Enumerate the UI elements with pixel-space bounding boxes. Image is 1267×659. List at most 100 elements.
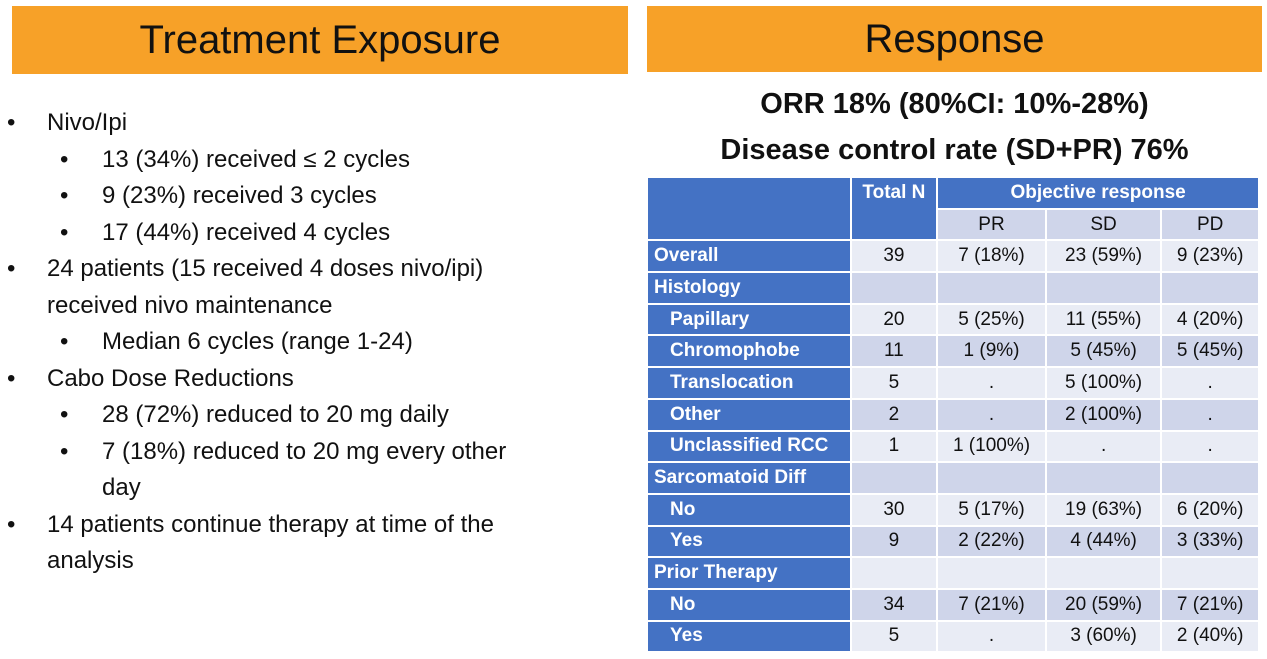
row-label: No bbox=[646, 492, 852, 527]
bullet-icon: • bbox=[60, 145, 69, 173]
table-row: Unclassified RCC 1 1 (100%).. bbox=[646, 429, 1260, 464]
table-cell: 7 (18%) bbox=[936, 239, 1047, 274]
corner-cell bbox=[646, 175, 852, 242]
table-cell bbox=[1044, 461, 1163, 495]
bullet-text: Median 6 cycles (range 1-24) bbox=[102, 328, 413, 355]
table-cell: 39 bbox=[849, 239, 939, 274]
table-cell: . bbox=[936, 619, 1047, 654]
table-cell: 11 (55%) bbox=[1044, 302, 1163, 337]
response-table: Total N Objective response PR SD PD Over… bbox=[646, 175, 1260, 654]
table-cell: . bbox=[1160, 397, 1260, 432]
table-cell: 5 (17%) bbox=[936, 492, 1047, 527]
bullet-text: Cabo Dose Reductions bbox=[47, 364, 294, 392]
table-cell: 20 (59%) bbox=[1044, 587, 1163, 622]
table-cell bbox=[936, 461, 1047, 495]
table-cell bbox=[1044, 271, 1163, 305]
dcr-text: Disease control rate (SD+PR) 76% bbox=[720, 134, 1189, 166]
table-cell: 2 bbox=[849, 397, 939, 432]
response-header: Response bbox=[647, 6, 1262, 72]
bullet-text: 7 (18%) reduced to 20 mg every other bbox=[102, 437, 507, 465]
row-label: Overall bbox=[646, 239, 852, 274]
table-cell: 1 (9%) bbox=[936, 334, 1047, 369]
bullet-item: • 7 (18%) reduced to 20 mg every other day bbox=[60, 434, 507, 507]
table-cell: 7 (21%) bbox=[1160, 587, 1260, 622]
table-row: Overall 39 7 (18%) 23 (59%) 9 (23%) bbox=[646, 239, 1260, 274]
bullet-text: 13 (34%) received ≤ 2 cycles bbox=[102, 145, 410, 173]
table-row: Prior Therapy bbox=[646, 556, 1260, 590]
bullet-item: • Median 6 cycles (range 1-24) bbox=[60, 324, 413, 361]
bullet-text: Nivo/Ipi bbox=[47, 109, 128, 136]
table-cell: . bbox=[936, 397, 1047, 432]
table-row: Chromophobe 11 1 (9%) 5 (45%) 5 (45%) bbox=[646, 334, 1260, 369]
table-row: Translocation 5. 5 (100%). bbox=[646, 366, 1260, 400]
bullet-item: • 24 patients (15 received 4 doses nivo/i… bbox=[7, 251, 484, 324]
row-label: Yes bbox=[646, 619, 852, 654]
table-cell bbox=[936, 556, 1047, 590]
pr-header: PR bbox=[936, 207, 1047, 242]
table-cell: 3 (33%) bbox=[1160, 524, 1260, 559]
bullet-item: • 13 (34%) received ≤ 2 cycles bbox=[60, 142, 410, 179]
table-cell: 19 (63%) bbox=[1044, 492, 1163, 527]
table-cell: 5 (25%) bbox=[936, 302, 1047, 337]
table-cell: 5 bbox=[849, 619, 939, 654]
table-cell bbox=[1160, 556, 1260, 590]
treatment-exposure-header: Treatment Exposure bbox=[12, 6, 628, 74]
table-cell: 2 (100%) bbox=[1044, 397, 1163, 432]
table-cell: 1 (100%) bbox=[936, 429, 1047, 464]
table-cell: 5 (45%) bbox=[1044, 334, 1163, 369]
bullet-item: • Nivo/Ipi bbox=[7, 105, 128, 142]
row-label: Other bbox=[646, 397, 852, 432]
table-cell: 20 bbox=[849, 302, 939, 337]
table-cell: 6 (20%) bbox=[1160, 492, 1260, 527]
bullet-icon: • bbox=[7, 255, 16, 282]
table-cell: 34 bbox=[849, 587, 939, 622]
row-label: Sarcomatoid Diff bbox=[646, 461, 852, 495]
row-label: Yes bbox=[646, 524, 852, 559]
table-cell bbox=[936, 271, 1047, 305]
bullet-text-continued: received nivo maintenance bbox=[47, 291, 333, 319]
bullet-icon: • bbox=[7, 510, 16, 538]
bullet-text: 24 patients (15 received 4 doses nivo/ip… bbox=[47, 255, 484, 282]
bullet-icon: • bbox=[7, 109, 16, 136]
pd-header: PD bbox=[1160, 207, 1260, 242]
objective-response-header: Objective response bbox=[936, 176, 1260, 210]
table-cell bbox=[1160, 271, 1260, 305]
bullet-icon: • bbox=[60, 182, 69, 209]
table-cell: 9 bbox=[849, 524, 939, 559]
table-cell: . bbox=[936, 366, 1047, 400]
row-label: Translocation bbox=[646, 366, 852, 400]
table-row: Papillary 20 5 (25%) 11 (55%) 4 (20%) bbox=[646, 302, 1260, 337]
bullet-icon: • bbox=[60, 328, 69, 355]
table-cell bbox=[849, 461, 939, 495]
bullet-icon: • bbox=[60, 437, 69, 465]
table-cell: . bbox=[1044, 429, 1163, 464]
table-row: Histology bbox=[646, 271, 1260, 305]
bullet-text: 14 patients continue therapy at time of … bbox=[47, 510, 494, 538]
table-cell bbox=[1160, 461, 1260, 495]
table-row: Yes 9 2 (22%) 4 (44%) 3 (33%) bbox=[646, 524, 1260, 559]
table-cell: 1 bbox=[849, 429, 939, 464]
row-label: No bbox=[646, 587, 852, 622]
bullet-icon: • bbox=[60, 218, 69, 246]
bullet-text-continued: day bbox=[102, 474, 141, 501]
row-label: Papillary bbox=[646, 302, 852, 337]
bullet-icon: • bbox=[60, 401, 69, 428]
bullet-icon: • bbox=[7, 364, 16, 392]
table-cell bbox=[849, 556, 939, 590]
table-cell: 7 (21%) bbox=[936, 587, 1047, 622]
table-cell: 5 bbox=[849, 366, 939, 400]
table-row: Yes 5. 3 (60%) 2 (40%) bbox=[646, 619, 1260, 654]
table-cell: 11 bbox=[849, 334, 939, 369]
bullet-item: • 17 (44%) received 4 cycles bbox=[60, 215, 390, 252]
table-cell: 3 (60%) bbox=[1044, 619, 1163, 654]
bullet-item: • 14 patients continue therapy at time of… bbox=[7, 507, 494, 580]
orr-text: ORR 18% (80%CI: 10%-28%) bbox=[760, 88, 1149, 120]
row-label: Unclassified RCC bbox=[646, 429, 852, 464]
table-cell: 23 (59%) bbox=[1044, 239, 1163, 274]
table-cell: 9 (23%) bbox=[1160, 239, 1260, 274]
bullet-item: • 9 (23%) received 3 cycles bbox=[60, 178, 377, 215]
table-row: Sarcomatoid Diff bbox=[646, 461, 1260, 495]
table-cell bbox=[849, 271, 939, 305]
bullet-item: • Cabo Dose Reductions bbox=[7, 361, 294, 398]
row-label: Chromophobe bbox=[646, 334, 852, 369]
